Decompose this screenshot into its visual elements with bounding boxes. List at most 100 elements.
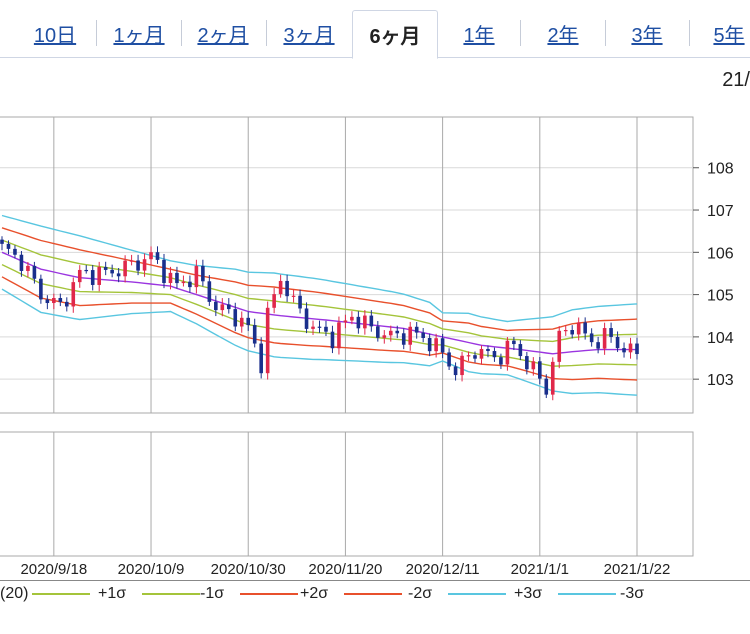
y-tick-label: 105 [707,288,734,305]
legend-item-plus-1-sigma: +1σ [98,585,204,603]
candle-body [103,266,108,270]
tab-3-months[interactable]: 3ヶ月 [283,25,335,47]
tab-1-month[interactable]: 1ヶ月 [113,25,165,47]
legend-label: -1σ [200,585,225,602]
legend-item-plus-2-sigma: +2σ [300,585,406,603]
candle-body [71,282,76,307]
candle-body [45,299,50,304]
y-tick-label: 103 [707,372,734,389]
candle-body [149,252,153,260]
candle-body [26,265,30,271]
candle-body [201,265,205,282]
price-readout: 21/ [722,69,750,91]
tab-separator [181,20,182,46]
candle-body [602,328,607,349]
candle-body [408,326,413,345]
legend-swatch [32,593,91,595]
legend-item-ma: (20) [0,585,94,603]
candle-body [622,348,626,353]
candle-body [19,254,24,271]
candle-body [440,338,445,353]
candle-body [492,351,497,358]
candle-body [550,361,555,395]
candle-body [563,330,568,332]
candle-body [155,252,160,260]
chart-legend: (20) +1σ -1σ +2σ -2σ +3σ -3σ [0,580,750,609]
tab-3-years[interactable]: 3年 [631,25,663,47]
candle-body [576,322,581,335]
legend-item-plus-3-sigma: +3σ [514,585,620,603]
legend-label: -3σ [620,585,645,602]
plus-2-sigma-line [1,227,638,332]
candle-body [518,344,523,357]
tab-10-days[interactable]: 10日 [33,25,77,47]
plus-3-sigma-line [1,214,638,323]
candle-body [311,326,315,329]
candle-body [473,355,477,359]
y-tick-label: 107 [707,203,734,220]
candle-body [298,295,302,309]
candle-body [505,340,510,365]
plus-1-sigma-line [1,239,638,343]
moving-average-line [1,251,637,355]
candle-body [304,308,309,329]
candle-body [265,307,270,374]
x-tick-label: 2020/10/30 [211,561,286,578]
candle-body [388,330,393,336]
candle-body [369,315,374,327]
tab-2-months[interactable]: 2ヶ月 [197,25,249,47]
candle-body [525,356,529,370]
candle-body [596,342,600,349]
y-tick-label: 106 [707,245,734,262]
x-tick-label: 2020/12/11 [406,561,480,578]
candle-body [414,326,419,333]
candle-body [609,328,613,337]
candle-body [401,333,406,345]
candle-body [136,260,140,271]
candle-body [226,304,231,310]
candle-body [110,269,114,274]
candle-body [421,332,425,339]
candle-body [538,361,542,379]
legend-label: +1σ [98,585,127,602]
candle-body [246,317,251,326]
candle-body [97,266,101,285]
candle-body [434,338,438,352]
candle-body [531,361,536,370]
candle-body [220,304,225,311]
candle-body [544,378,549,395]
tab-5-years[interactable]: 5年 [713,25,745,47]
legend-label: (20) [0,585,29,602]
x-tick-label: 2020/10/9 [118,561,185,578]
candle-body [181,281,186,284]
candle-body [615,336,620,349]
candle-body [557,330,562,362]
candle-body [214,301,218,311]
candle-body [343,320,348,323]
tab-1-year[interactable]: 1年 [463,25,495,47]
candle-body [460,355,464,376]
legend-swatch [344,593,403,595]
x-tick-label: 2020/9/18 [20,561,87,578]
candle-body [123,260,127,277]
candle-body [356,316,361,329]
tab-6-months[interactable]: 6ヶ月 [352,10,438,59]
x-tick-label: 2021/1/1 [511,561,569,578]
y-tick-label: 104 [707,330,734,347]
legend-swatch [240,593,299,595]
candle-body [570,330,575,335]
period-tab-bar: 10日 1ヶ月 2ヶ月 3ヶ月 6ヶ月 1年 2年 3年 5年 [0,0,750,59]
legend-label: +3σ [514,585,543,602]
candle-body [447,352,451,367]
candle-body [39,278,43,300]
candle-body [259,343,263,374]
legend-item-minus-3-sigma: -3σ [620,585,644,603]
minus-2-sigma-line [1,276,638,381]
minus-3-sigma-line [1,288,638,396]
candle-body [194,265,199,288]
tab-2-years[interactable]: 2年 [547,25,579,47]
tab-separator [96,20,97,46]
candle-body [129,260,134,262]
candle-body [168,272,173,284]
candle-body [589,333,594,343]
